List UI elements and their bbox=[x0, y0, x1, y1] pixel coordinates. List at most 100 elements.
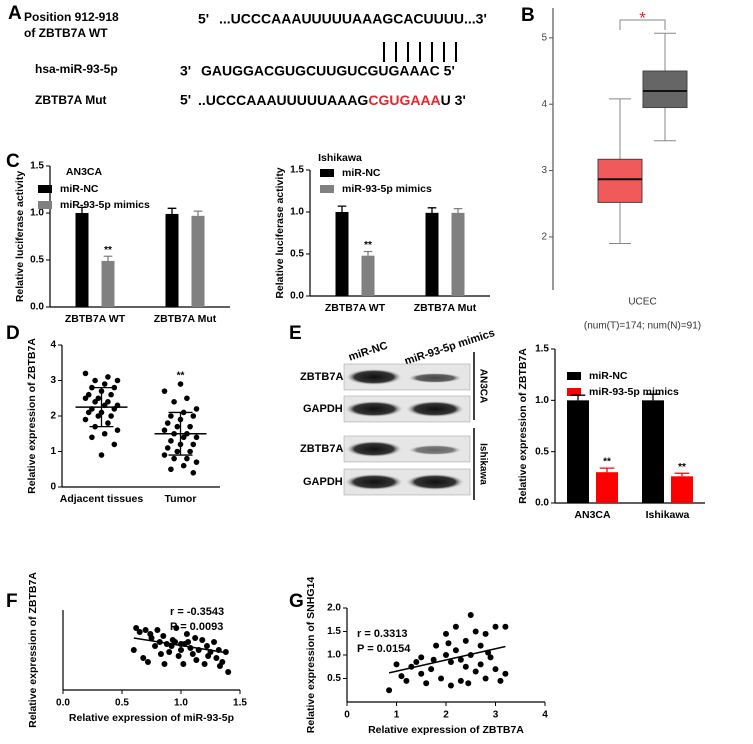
point bbox=[114, 377, 121, 384]
y-tick-label: 0.5 bbox=[30, 255, 44, 266]
point bbox=[175, 653, 182, 659]
bar bbox=[101, 260, 115, 307]
error-bar bbox=[103, 255, 113, 261]
point bbox=[184, 455, 190, 462]
point bbox=[190, 441, 197, 448]
y-tick-label: 0.5 bbox=[535, 446, 549, 457]
x-tick-label: 4 bbox=[542, 710, 548, 721]
point bbox=[169, 637, 176, 643]
y-axis-label: Relative luciferase activity bbox=[274, 167, 286, 298]
y-tick-label: 1.5 bbox=[535, 344, 549, 355]
point bbox=[190, 470, 197, 476]
error-bar bbox=[167, 207, 177, 214]
point bbox=[180, 661, 187, 667]
point bbox=[180, 434, 187, 441]
point bbox=[173, 625, 180, 631]
point bbox=[157, 651, 164, 657]
legend-label: miR-93-5p mimics bbox=[60, 199, 150, 211]
legend-label: miR-93-5p mimics bbox=[589, 386, 679, 398]
point bbox=[161, 427, 168, 434]
point bbox=[465, 680, 472, 687]
sequence-end: 5' bbox=[180, 92, 191, 108]
y-axis-label: Relative expression of ZBTB7A bbox=[27, 572, 39, 728]
x-tick-label: 0.0 bbox=[56, 698, 70, 709]
y-tick-label: 1.0 bbox=[535, 395, 549, 406]
point bbox=[213, 655, 220, 661]
point bbox=[178, 647, 184, 653]
bar bbox=[567, 400, 589, 503]
point bbox=[502, 623, 509, 630]
error-bar bbox=[645, 393, 661, 401]
x-tick-label: 3 bbox=[493, 710, 499, 721]
error-bar bbox=[77, 206, 87, 213]
point bbox=[168, 413, 174, 419]
point bbox=[443, 630, 449, 637]
point bbox=[462, 637, 469, 644]
base-pairing bbox=[383, 42, 457, 62]
point bbox=[152, 643, 159, 649]
bar bbox=[165, 213, 179, 307]
legend-label: miR-NC bbox=[342, 167, 381, 179]
point bbox=[184, 395, 190, 402]
point bbox=[164, 445, 171, 451]
annotation: r = 0.3313 bbox=[357, 628, 407, 640]
y-tick-label: 1 bbox=[50, 446, 56, 457]
point bbox=[477, 642, 484, 649]
panel-label: F bbox=[6, 591, 18, 612]
annotation: P = 0.0154 bbox=[357, 643, 411, 655]
x-tick-label: Adjacent tissues bbox=[60, 493, 144, 505]
point bbox=[211, 639, 218, 645]
point bbox=[111, 384, 118, 391]
point bbox=[105, 399, 111, 405]
panel-label: E bbox=[289, 323, 302, 344]
point bbox=[82, 370, 89, 377]
y-tick-label: 0 bbox=[50, 482, 56, 493]
y-tick-label: 3 bbox=[541, 165, 547, 176]
significance: ** bbox=[603, 457, 611, 468]
point bbox=[201, 661, 208, 667]
blot-group: Ishikawa bbox=[477, 443, 488, 485]
point bbox=[398, 673, 405, 680]
point bbox=[171, 399, 177, 405]
point bbox=[462, 663, 469, 670]
y-tick-label: 1.0 bbox=[30, 208, 44, 219]
x-axis-subtitle: (num(T)=174; num(N)=91) bbox=[584, 321, 701, 332]
point bbox=[492, 623, 499, 630]
error-bar bbox=[168, 411, 193, 456]
point bbox=[386, 687, 393, 694]
point bbox=[418, 654, 425, 661]
error-bar bbox=[453, 207, 463, 213]
point bbox=[187, 448, 193, 455]
point bbox=[174, 448, 181, 455]
y-tick-label: 0.0 bbox=[30, 302, 44, 313]
x-tick-label: 0 bbox=[344, 710, 350, 721]
box bbox=[597, 158, 643, 203]
legend-label: miR-93-5p mimics bbox=[342, 183, 432, 195]
whisker bbox=[609, 98, 631, 160]
point bbox=[168, 466, 174, 473]
point bbox=[502, 670, 509, 677]
y-tick-label: 5 bbox=[541, 32, 547, 43]
legend-swatch bbox=[567, 372, 581, 380]
point bbox=[193, 459, 200, 465]
point bbox=[430, 656, 437, 663]
point bbox=[168, 438, 174, 444]
chart-title: Ishikawa bbox=[318, 152, 362, 164]
sequence: ...UCCCAAAUUUUUAAAGCACUUUU...3' bbox=[219, 11, 487, 27]
bar bbox=[671, 476, 693, 503]
legend-swatch bbox=[38, 201, 52, 209]
significance: ** bbox=[678, 462, 686, 473]
y-tick-label: 1.5 bbox=[327, 626, 341, 637]
legend-swatch bbox=[320, 185, 334, 193]
y-tick-label: 1.5 bbox=[30, 161, 44, 172]
point bbox=[189, 651, 196, 657]
error-bar bbox=[674, 472, 690, 477]
sequence-label: hsa-miR-93-5p bbox=[35, 62, 118, 76]
blot-group: AN3CA bbox=[477, 369, 488, 403]
point bbox=[216, 663, 223, 669]
legend-label: miR-NC bbox=[589, 370, 628, 382]
sequence-label: ZBTB7A Mut bbox=[35, 93, 107, 107]
point bbox=[193, 434, 200, 441]
sequence-label: of ZBTB7A WT bbox=[24, 26, 108, 40]
